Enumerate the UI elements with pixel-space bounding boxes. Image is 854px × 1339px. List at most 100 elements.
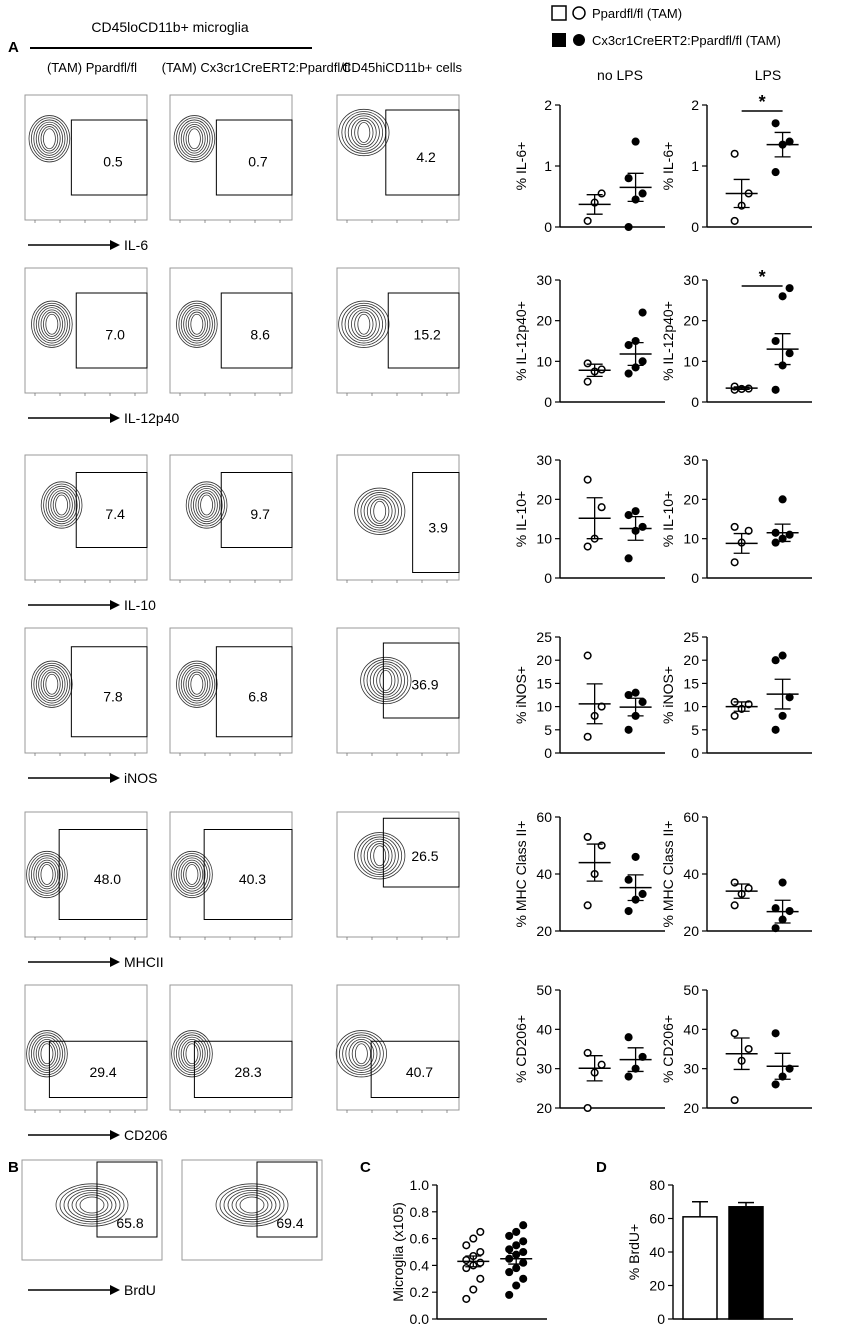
contour-line: [35, 665, 68, 704]
data-point: [624, 174, 633, 183]
contour-density: [176, 660, 218, 708]
y-axis-label: Microglia (x105): [390, 1202, 406, 1302]
marker-label: IL-12p40: [124, 410, 179, 426]
flow-plot-frame: [169, 454, 293, 581]
flow-plot-brdu: 69.4: [181, 1159, 323, 1261]
gate-box: [215, 119, 293, 196]
gate-box: [256, 1161, 318, 1238]
data-point: [469, 1234, 478, 1243]
flow-plot: 0.7: [169, 94, 293, 223]
contour-line: [71, 1192, 113, 1218]
flow-plot: 3.9: [336, 454, 460, 583]
y-tick-label: 60: [536, 809, 552, 825]
y-axis-label: % IL-12p40+: [660, 301, 676, 381]
y-tick-label: 0: [691, 394, 699, 410]
y-tick-label: 50: [536, 982, 552, 998]
contour-line: [354, 487, 406, 535]
data-point: [785, 284, 794, 293]
flow-plot: 28.3: [169, 984, 293, 1113]
contour-line: [351, 117, 377, 148]
contour-line: [75, 1194, 109, 1216]
y-tick-label: 0: [544, 219, 552, 235]
contour-density: [354, 832, 406, 880]
contour-line: [183, 861, 201, 888]
gate-percentage: 7.4: [105, 506, 125, 522]
contour-line: [366, 661, 405, 700]
data-point: [476, 1258, 485, 1267]
data-point: [505, 1290, 514, 1299]
chart-mhc-lps: 20 40 60 % MHC Class II+: [660, 809, 812, 939]
chart-inos-lps: 0 5 10 15 20 25 % iNOS+: [660, 629, 812, 761]
data-point: [583, 1103, 592, 1113]
y-tick-label: 10: [536, 699, 552, 715]
data-point: [624, 725, 633, 734]
data-point: [730, 216, 739, 225]
chart-il12-nolps: 0 10 20 30 % IL-12p40+: [513, 272, 665, 410]
y-tick-label: 20: [683, 652, 699, 668]
y-tick-label: 10: [683, 699, 699, 715]
flow-plot-frame: [169, 94, 293, 221]
marker-label: MHCII: [124, 954, 164, 970]
y-axis-label: % iNOS+: [513, 666, 529, 724]
flow-plot: 7.4: [24, 454, 148, 583]
contour-line: [173, 115, 216, 163]
contour-line: [239, 1196, 265, 1214]
data-point: [778, 878, 787, 887]
y-tick-label: 40: [536, 1021, 552, 1037]
flow-plot: 4.2: [336, 94, 460, 223]
gate-box: [70, 646, 148, 738]
contour-line: [35, 121, 64, 156]
contour-line: [178, 302, 216, 346]
gate-box: [70, 119, 148, 196]
contour-line: [195, 490, 218, 520]
data-point: [778, 292, 787, 301]
data-point: [631, 507, 640, 516]
flow-plot: 26.5: [336, 811, 460, 940]
y-tick-label: 20: [536, 652, 552, 668]
y-axis-label: % CD206+: [660, 1015, 676, 1083]
data-point: [624, 511, 633, 520]
contour-line: [180, 859, 204, 890]
legend-ko-circle: [573, 34, 585, 46]
y-tick-label: 2: [544, 97, 552, 113]
contour-line: [178, 119, 211, 158]
data-point: [631, 688, 640, 697]
contour-line: [341, 302, 387, 346]
gate-box: [193, 1040, 293, 1098]
data-point: [624, 369, 633, 378]
contour-line: [215, 1183, 289, 1227]
gate-percentage: 65.8: [116, 1215, 143, 1231]
contour-line: [79, 1196, 105, 1214]
contour-line: [231, 1192, 273, 1218]
gate-box: [412, 472, 460, 573]
contour-line: [197, 492, 216, 518]
contour-line: [363, 838, 396, 873]
contour-line: [180, 305, 213, 344]
contour-line: [47, 487, 76, 522]
data-point: [771, 725, 780, 734]
contour-line: [38, 307, 66, 342]
data-point: [638, 889, 647, 899]
gate-percentage: 40.3: [239, 871, 266, 887]
y-tick-label: 30: [536, 452, 552, 468]
flow-plot: 48.0: [24, 811, 148, 940]
data-point: [624, 341, 633, 350]
contour-line: [45, 673, 59, 695]
y-tick-label: 0: [691, 219, 699, 235]
contour-density: [28, 115, 71, 163]
contour-density: [335, 1030, 387, 1078]
flow-plot-frame: [24, 454, 148, 581]
contour-line: [345, 1036, 378, 1071]
legend-ko-square: [552, 33, 566, 47]
contour-line: [351, 1041, 371, 1067]
data-point: [771, 904, 780, 913]
data-point: [638, 308, 647, 317]
data-point: [778, 711, 787, 720]
data-point: [771, 1080, 780, 1089]
contour-line: [173, 1032, 211, 1076]
data-point: [469, 1285, 478, 1294]
data-point: [583, 216, 592, 225]
y-tick-label: 1.0: [410, 1177, 430, 1193]
contour-density: [176, 300, 218, 348]
contour-density: [171, 1030, 213, 1078]
